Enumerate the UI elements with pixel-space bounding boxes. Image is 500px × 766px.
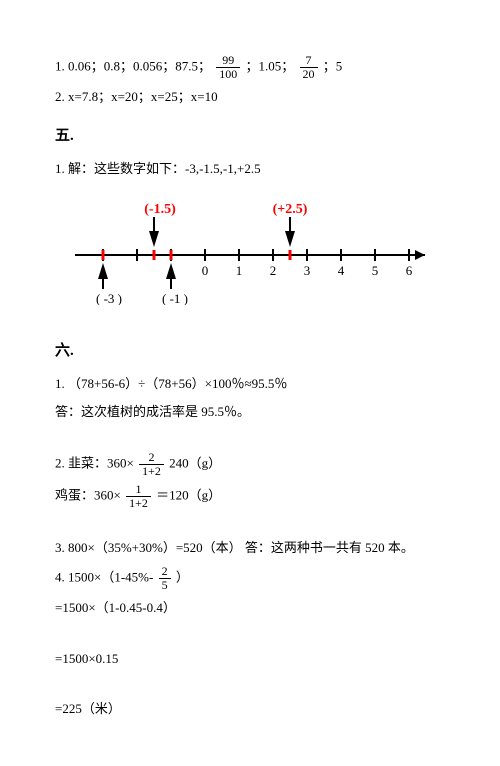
numerator: 99 [216, 54, 240, 68]
section-five-line: 1. 解：这些数字如下：-3,-1.5,-1,+2.5 [55, 157, 445, 182]
q6-2-jiucai: 2. 韭菜：360× 2 1+2 240（g） [55, 451, 445, 478]
denominator: 100 [216, 68, 240, 81]
label-neg-1: ( -1 ) [162, 291, 188, 305]
arrow-up-icon [98, 263, 108, 279]
numerator: 2 [159, 565, 171, 579]
denominator: 1+2 [139, 465, 164, 478]
tick-label: 3 [304, 263, 311, 278]
number-line-diagram: 0 1 2 3 4 5 6 (-1.5) (+2.5) ( -3 ) ( -1 … [65, 195, 435, 305]
denominator: 20 [300, 68, 318, 81]
fraction-1-over-1plus2: 1 1+2 [126, 483, 151, 510]
text: ＝120（g） [156, 487, 221, 502]
q6-3: 3. 800×（35%+30%）=520（本） 答：这两种书一共有 520 本。 [55, 536, 445, 561]
fraction-99-100: 99 100 [216, 54, 240, 81]
q6-4-line2: =1500×（1-0.45-0.4） [55, 596, 445, 621]
tick-label: 4 [338, 263, 345, 278]
numerator: 1 [126, 483, 151, 497]
tick-label: 5 [372, 263, 379, 278]
label-neg-1-5: (-1.5) [144, 202, 176, 217]
arrow-down-icon [285, 231, 295, 247]
numerator: 2 [139, 451, 164, 465]
tick-label: 6 [406, 263, 413, 278]
section-six-heading: 六. [55, 337, 445, 366]
answer-line-1: 1. 0.06；0.8；0.056；87.5； 99 100 ；1.05； 7 … [55, 54, 445, 81]
q6-4-line1: 4. 1500×（1-45%- 2 5 ） [55, 565, 445, 592]
answer-line-2: 2. x=7.8；x=20；x=25；x=10 [55, 85, 445, 110]
numerator: 7 [300, 54, 318, 68]
arrow-down-icon [149, 231, 159, 247]
text: 2. 韭菜：360× [55, 456, 134, 471]
text: ；5 [323, 59, 343, 74]
tick-label: 1 [236, 263, 243, 278]
q6-4-line4: =225（米） [55, 697, 445, 722]
axis-arrowhead [415, 250, 425, 260]
tick-label: 0 [202, 263, 209, 278]
text: ；1.05； [246, 59, 295, 74]
text: 240（g） [169, 456, 221, 471]
fraction-7-20: 7 20 [300, 54, 318, 81]
text: 4. 1500×（1-45%- [55, 569, 153, 584]
q6-1-calc: 1. （78+56-6）÷（78+56）×100％≈95.5％ [55, 372, 445, 397]
denominator: 5 [159, 579, 171, 592]
denominator: 1+2 [126, 497, 151, 510]
tick-label: 2 [270, 263, 277, 278]
text: 1. 0.06；0.8；0.056；87.5； [55, 59, 211, 74]
text: 鸡蛋：360× [55, 487, 121, 502]
arrow-up-icon [166, 263, 176, 279]
fraction-2-5: 2 5 [159, 565, 171, 592]
q6-1-answer: 答：这次植树的成活率是 95.5％。 [55, 400, 445, 425]
section-five-heading: 五. [55, 122, 445, 151]
text: ） [176, 569, 189, 584]
q6-4-line3: =1500×0.15 [55, 647, 445, 672]
label-pos-2-5: (+2.5) [273, 202, 308, 217]
label-neg-3: ( -3 ) [96, 291, 122, 305]
q6-2-jidan: 鸡蛋：360× 1 1+2 ＝120（g） [55, 483, 445, 510]
fraction-2-over-1plus2: 2 1+2 [139, 451, 164, 478]
